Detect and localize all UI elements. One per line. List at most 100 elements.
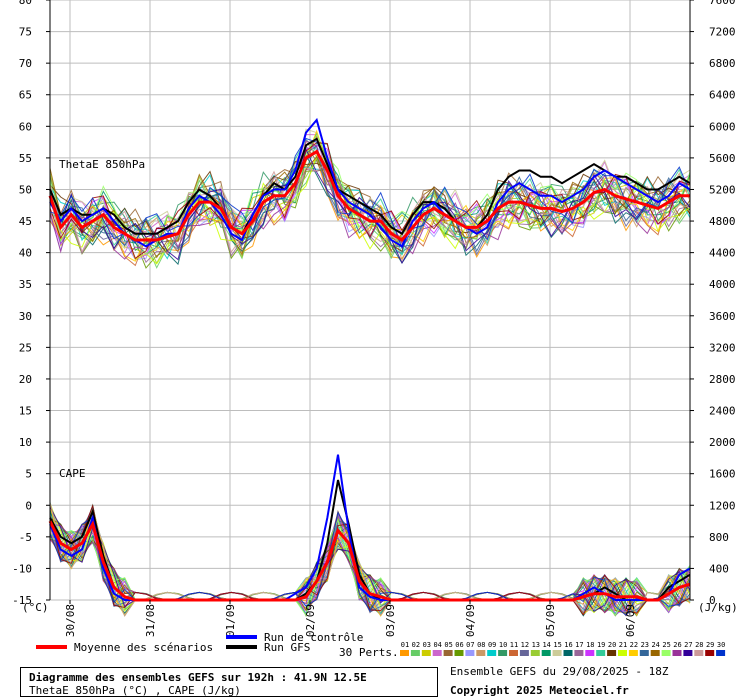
member-legend-id: 02 [412,641,420,649]
left-tick-label: 70 [19,57,32,70]
left-tick-label: -10 [12,562,32,575]
legend-label-mean: Moyenne des scénarios [74,641,213,654]
date-tick-label: 04/09 [464,604,477,637]
left-tick-label: -15 [12,594,32,607]
member-legend-id: 07 [466,641,474,649]
right-tick-label: 6800 [709,57,736,70]
member-legend-swatch [596,650,606,656]
right-tick-label: 0 [709,594,716,607]
member-legend-id: 11 [510,641,518,649]
member-legend-swatch [421,650,431,656]
left-tick-label: 10 [19,436,32,449]
date-tick-label: 31/08 [144,604,157,637]
member-legend-swatch [618,650,627,656]
right-tick-label: 6400 [709,89,736,102]
date-tick-label: 06/09 [624,604,637,637]
member-legend-swatch [661,650,671,656]
series-line-cape [48,520,691,602]
right-tick-label: 800 [709,531,729,544]
left-tick-label: 55 [19,152,32,165]
left-tick-label: 15 [19,405,32,418]
run-info: Ensemble GEFS du 29/08/2025 - 18Z [450,665,669,678]
right-tick-label: 4000 [709,278,736,291]
member-legend-id: 29 [706,641,714,649]
legend-label-gfs: Run GFS [264,641,310,654]
member-legend-id: 26 [673,641,681,649]
right-tick-label: 4400 [709,247,736,260]
member-line-thetae [49,161,691,257]
member-legend-swatch [552,650,562,656]
right-tick-label: 5600 [709,152,736,165]
ensemble-members [49,128,691,618]
member-legend-swatch [541,650,551,656]
member-legend-id: 10 [499,641,507,649]
right-axis-ticks: 7600720068006400600056005200480044004000… [690,0,736,607]
member-legend-swatch [607,650,617,656]
member-legend-id: 17 [575,641,583,649]
left-tick-label: 60 [19,120,32,133]
copyright: Copyright 2025 Meteociel.fr [450,684,629,697]
member-legend-swatch [509,650,518,656]
left-tick-label: 80 [19,0,32,7]
left-tick-label: 35 [19,278,32,291]
left-tick-label: 0 [25,499,32,512]
member-legend-id: 24 [651,641,659,649]
member-legend-id: 28 [695,641,703,649]
date-tick-label: 03/09 [384,604,397,637]
chart-title: Diagramme des ensembles GEFS sur 192h : … [29,671,367,684]
plot-area [50,0,690,600]
member-legend-id: 12 [521,641,529,649]
right-tick-label: 400 [709,562,729,575]
left-tick-label: 50 [19,183,32,196]
member-legend-swatch [563,650,573,656]
member-legend-swatch [530,650,540,656]
member-legend-swatch [519,650,529,656]
panel-label-cape: CAPE [59,467,86,480]
right-tick-label: 4800 [709,215,736,228]
footer-title-box: Diagramme des ensembles GEFS sur 192h : … [20,667,438,697]
left-tick-label: 40 [19,247,32,260]
member-legend-swatch [628,650,638,656]
member-line-thetae [49,137,691,250]
main-series [48,117,691,602]
member-legend-swatch [694,650,704,656]
member-legend-id: 08 [477,641,485,649]
date-tick-label: 05/09 [544,604,557,637]
right-tick-label: 2000 [709,436,736,449]
legend: Moyenne des scénarios Run de contrôle Ru… [36,631,725,659]
right-tick-label: 7200 [709,26,736,39]
member-legend-swatch [574,650,584,656]
legend-label-perts: 30 Perts. [339,646,399,659]
right-tick-label: 7600 [709,0,736,7]
member-legend-id: 03 [423,641,431,649]
date-tick-label: 30/08 [64,604,77,637]
member-legend-swatch [650,650,660,656]
left-axis-unit: (°C) [22,601,49,614]
left-tick-label: 75 [19,26,32,39]
panel-label-thetae: ThetaE 850hPa [59,158,145,171]
member-legend-swatch [465,650,475,656]
member-legend-swatch [476,650,486,656]
right-tick-label: 2400 [709,405,736,418]
right-tick-label: 1600 [709,468,736,481]
left-tick-label: -5 [19,531,32,544]
member-legend: 01 02 03 04 05 06 07 08 09 10 11 12 13 14 15 16 17 18 19 20… [400,641,725,656]
member-legend-id: 27 [684,641,692,649]
right-tick-label: 2800 [709,373,736,386]
date-tick-label: 01/09 [224,604,237,637]
member-legend-id: 22 [630,641,638,649]
right-tick-label: 3200 [709,341,736,354]
member-line-thetae [49,145,691,253]
chart-subtitle: ThetaE 850hPa (°C) , CAPE (J/kg) [29,684,241,697]
right-axis-unit: (J/kg) [698,601,738,614]
member-legend-swatch [443,650,453,656]
member-legend-swatch [454,650,464,656]
right-tick-label: 1200 [709,499,736,512]
right-tick-label: 6000 [709,120,736,133]
member-legend-id: 18 [586,641,594,649]
member-legend-id: 01 [401,641,409,649]
grid [50,0,690,601]
left-tick-label: 30 [19,310,32,323]
